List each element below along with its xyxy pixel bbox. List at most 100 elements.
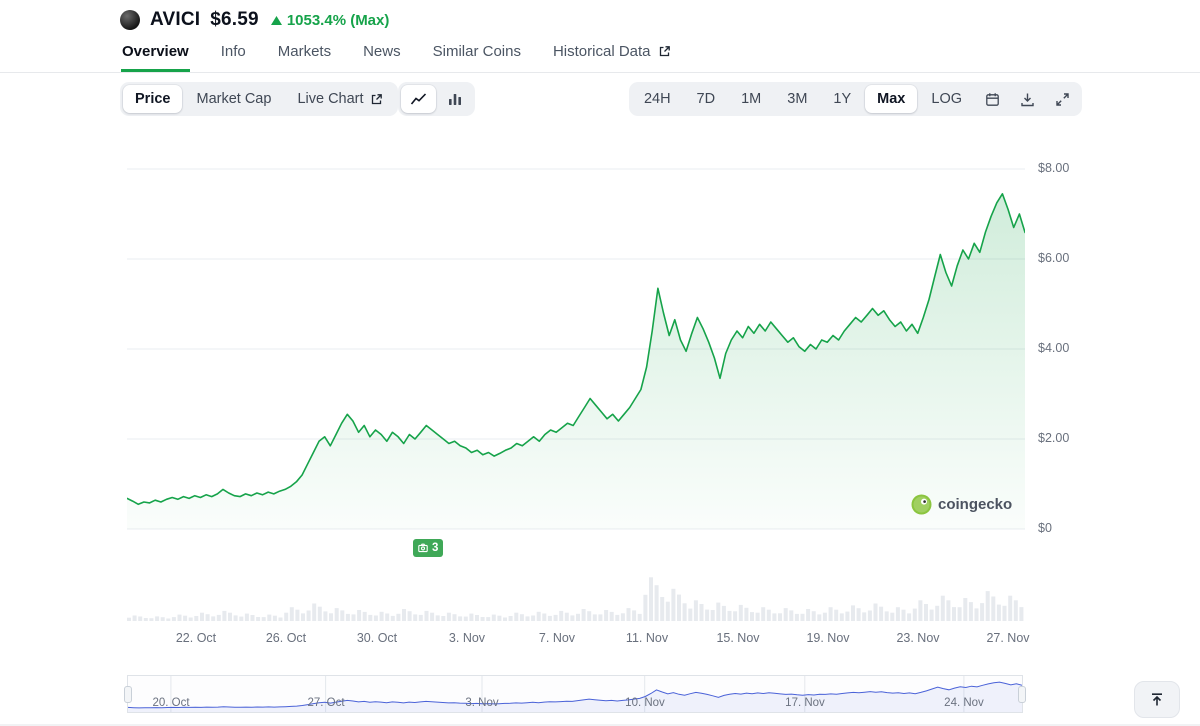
volume-bar: [750, 612, 754, 621]
range-1y-button[interactable]: 1Y: [821, 85, 863, 113]
volume-bar: [721, 605, 726, 621]
range-1m-button[interactable]: 1M: [729, 85, 773, 113]
navigator-handle-right[interactable]: [1018, 686, 1026, 703]
chart-navigator[interactable]: 20. Oct 27. Oct 3. Nov 10. Nov 17. Nov 24. No…: [124, 675, 1026, 713]
fullscreen-button[interactable]: [1046, 85, 1079, 113]
tab-markets[interactable]: Markets: [277, 41, 332, 72]
volume-bar: [205, 614, 210, 621]
range-7d-button[interactable]: 7D: [685, 85, 728, 113]
volume-bar: [132, 615, 137, 621]
volume-bar: [491, 614, 496, 621]
volume-bar: [789, 610, 794, 621]
date-range-button[interactable]: [976, 85, 1009, 113]
tab-label: News: [363, 43, 401, 60]
live-chart-button[interactable]: Live Chart: [285, 85, 394, 113]
volume-bar: [413, 614, 418, 621]
volume-bar: [755, 612, 760, 621]
volume-bar: [357, 610, 362, 621]
download-chart-button[interactable]: [1011, 85, 1044, 113]
volume-bar: [654, 585, 659, 621]
volume-bar: [761, 607, 766, 621]
volume-bar: [261, 617, 266, 621]
watermark-text: coingecko: [938, 496, 1013, 513]
tab-historical-data[interactable]: Historical Data: [552, 41, 672, 72]
range-24h-button[interactable]: 24H: [632, 85, 683, 113]
x-axis-label: 30. Oct: [356, 631, 398, 645]
volume-bar: [834, 609, 839, 621]
volume-bar: [794, 613, 799, 621]
annotation-count-badge[interactable]: 3: [413, 539, 444, 557]
annotation-count: 3: [432, 542, 439, 554]
x-axis: 22. Oct 26. Oct 30. Oct 3. Nov 7. Nov 11. Nov…: [127, 631, 1030, 647]
volume-bar: [373, 615, 378, 621]
navigator-handle-left[interactable]: [124, 686, 132, 703]
fullscreen-icon: [1055, 92, 1070, 107]
volume-bar: [772, 613, 777, 621]
volume-bar: [149, 618, 154, 621]
button-label: 1Y: [833, 91, 852, 107]
camera-icon: [418, 543, 428, 553]
y-axis-label: $0: [1038, 521, 1052, 535]
volume-bar: [924, 604, 928, 621]
volume-bar: [699, 604, 704, 621]
tab-info[interactable]: Info: [220, 41, 247, 72]
bar-chart-type-button[interactable]: [438, 85, 472, 113]
range-max-button[interactable]: Max: [865, 85, 918, 113]
coingecko-logo: [911, 494, 932, 515]
line-chart-type-button[interactable]: [401, 85, 436, 113]
volume-bar: [952, 607, 956, 621]
button-label: 7D: [696, 91, 716, 107]
volume-bar: [783, 608, 788, 621]
volume-bar: [879, 606, 884, 621]
volume-bar: [469, 613, 474, 621]
x-axis-label: 11. Nov: [625, 631, 669, 645]
line-chart-icon: [410, 91, 427, 107]
volume-bar: [974, 608, 979, 621]
coin-logo: [120, 10, 140, 30]
range-3m-button[interactable]: 3M: [775, 85, 819, 113]
volume-bar: [519, 614, 524, 621]
price-chart[interactable]: [127, 145, 1025, 530]
navigator-line: [128, 681, 1022, 709]
market-cap-button[interactable]: Market Cap: [184, 85, 283, 113]
volume-bar: [968, 602, 973, 621]
volume-bar: [334, 608, 339, 621]
volume-bar: [177, 614, 182, 621]
volume-bar: [503, 617, 507, 621]
y-axis-label: $6.00: [1038, 251, 1070, 265]
volume-bar: [430, 612, 435, 621]
volume-bar: [171, 617, 176, 621]
x-axis-label: 26. Oct: [265, 631, 307, 645]
volume-bar: [194, 616, 199, 621]
button-label: Price: [135, 91, 171, 107]
navigator-date-label: 3. Nov: [465, 697, 499, 709]
volume-bar: [542, 613, 547, 621]
volume-bar: [345, 613, 350, 621]
volume-bar: [239, 616, 244, 621]
log-scale-button[interactable]: LOG: [919, 85, 974, 113]
tab-label: Historical Data: [552, 43, 651, 60]
price-area: [127, 193, 1025, 530]
volume-bar: [693, 600, 698, 621]
tab-overview[interactable]: Overview: [121, 41, 190, 72]
y-axis-label: $4.00: [1038, 341, 1070, 355]
volume-bar: [458, 616, 463, 621]
volume-bar: [188, 617, 193, 621]
volume-bar: [929, 609, 934, 621]
x-axis-label: 15. Nov: [716, 631, 760, 645]
volume-bar: [1019, 607, 1024, 621]
volume-bar: [609, 611, 614, 621]
tab-label: Overview: [122, 43, 189, 60]
scroll-to-top-button[interactable]: [1134, 681, 1180, 718]
volume-bar: [895, 607, 900, 621]
volume-bar: [475, 615, 479, 621]
button-label: 24H: [643, 91, 671, 107]
price-button[interactable]: Price: [123, 85, 183, 113]
volume-bar: [738, 604, 743, 621]
volume-bar: [127, 617, 131, 621]
x-axis-label: 7. Nov: [538, 631, 576, 645]
tab-news[interactable]: News: [362, 41, 402, 72]
tab-similar-coins[interactable]: Similar Coins: [432, 41, 522, 72]
time-range-group: 24H 7D 1M 3M 1Y Max LOG: [628, 82, 1082, 116]
volume-bar: [508, 616, 513, 621]
